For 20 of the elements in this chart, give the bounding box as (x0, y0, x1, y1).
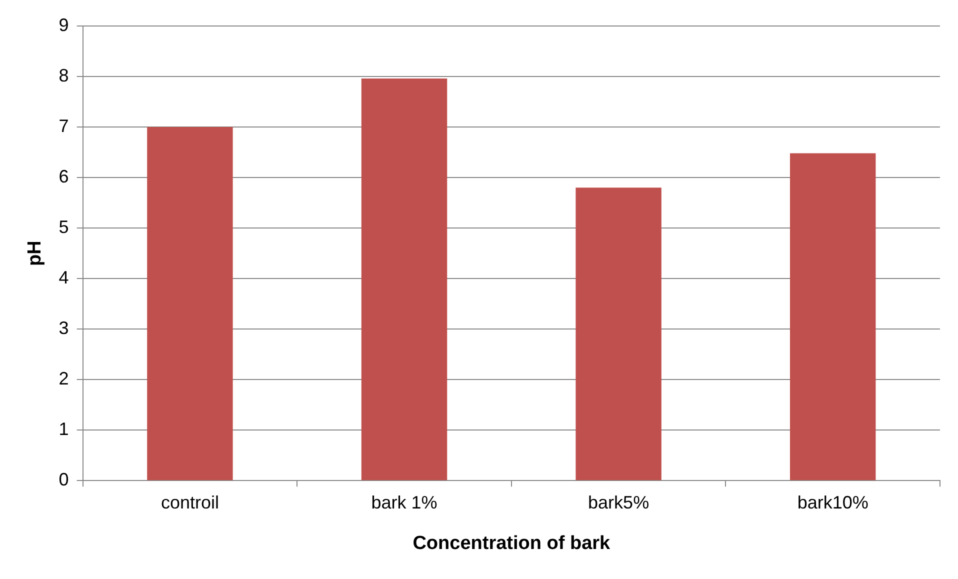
y-tick-label: 5 (58, 217, 69, 238)
bar (576, 188, 662, 480)
x-tick-label: bark10% (797, 492, 868, 512)
y-axis-title: pH (24, 240, 46, 266)
x-tick-label: bark 1% (371, 492, 438, 512)
x-tick-label: controil (160, 492, 219, 512)
y-tick-label: 1 (58, 419, 69, 440)
y-tick-label: 0 (58, 470, 69, 490)
y-tick-label: 3 (58, 318, 69, 338)
y-tick-label: 7 (58, 116, 69, 136)
y-tick-label: 8 (58, 65, 69, 86)
y-tick-label: 2 (58, 368, 69, 389)
y-tick-label: 4 (58, 268, 69, 288)
bar (361, 78, 448, 480)
bar (147, 127, 233, 480)
x-tick-label: bark5% (588, 492, 650, 512)
bar (790, 153, 876, 480)
x-axis-title: Concentration of bark (412, 532, 611, 554)
y-tick-label: 9 (58, 14, 69, 35)
y-tick-label: 6 (58, 166, 69, 186)
